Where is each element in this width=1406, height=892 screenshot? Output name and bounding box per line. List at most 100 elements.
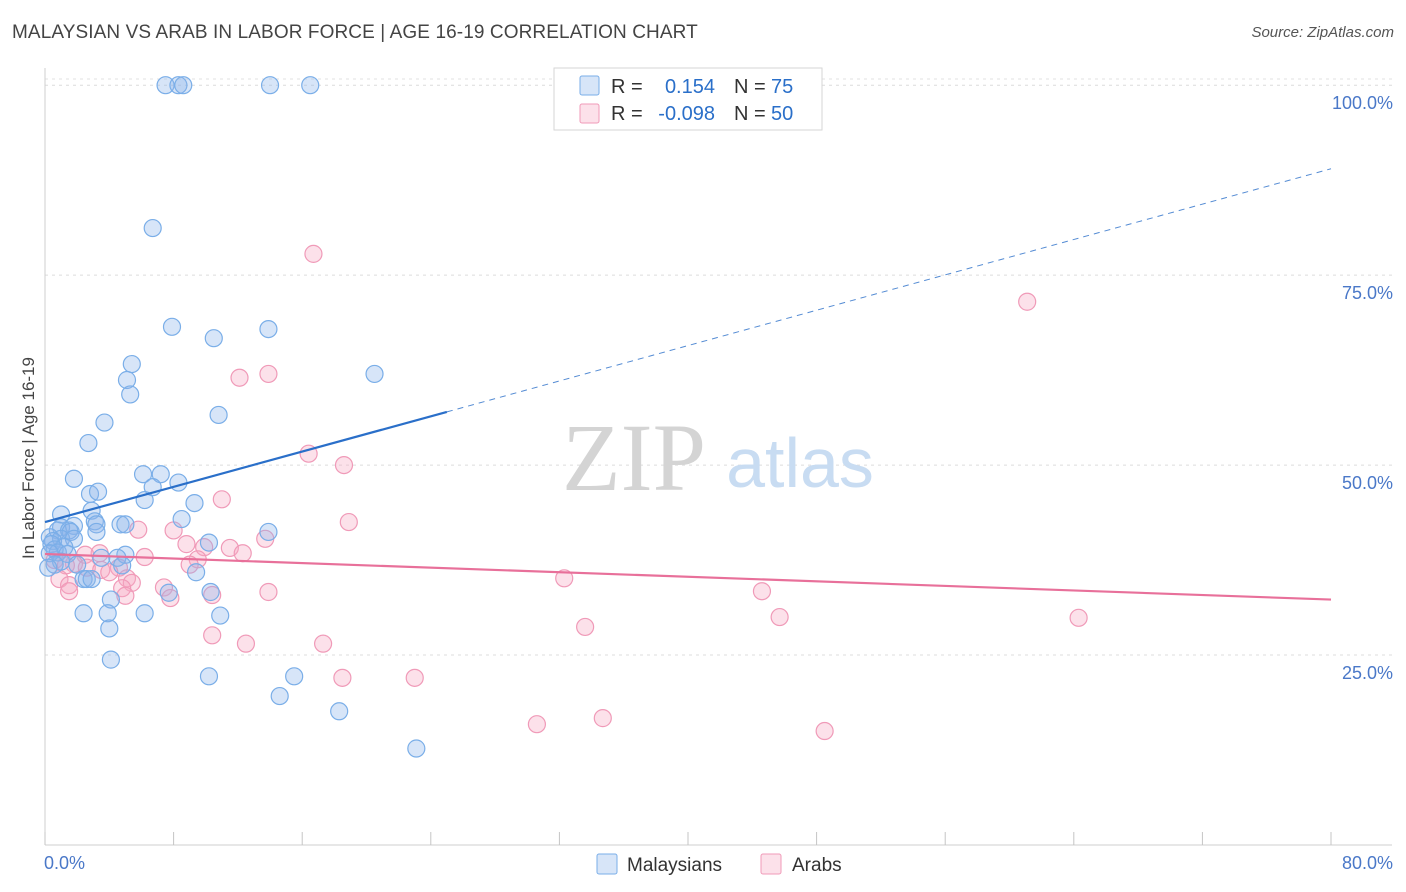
y-axis-label: In Labor Force | Age 16-19 [19, 357, 38, 559]
malaysian-point-62 [201, 582, 220, 602]
malaysian-point-60 [77, 569, 96, 589]
malaysian-point-5 [143, 218, 162, 238]
malaysian-point-65 [74, 604, 93, 623]
malaysian-point-24 [185, 493, 204, 513]
arab-point-1 [1018, 292, 1037, 311]
malaysian-point-66 [98, 604, 117, 623]
malaysian-point-3 [260, 76, 280, 95]
legend-n-value-2: 50 [771, 103, 793, 125]
watermark-atlas: atlas [726, 424, 874, 502]
malaysian-point-57 [39, 558, 58, 577]
y-tick-label-3: 100.0% [1332, 93, 1393, 113]
malaysian-point-8 [204, 329, 223, 348]
arab-point-41 [1069, 608, 1088, 627]
malaysian-point-70 [101, 650, 121, 669]
arab-point-11 [177, 535, 196, 554]
x-tick-label-0: 0.0% [44, 853, 85, 873]
series-malaysians [39, 76, 426, 758]
trend-lines [44, 168, 1332, 601]
malaysian-point-15 [79, 433, 98, 453]
series-legend: Malaysians Arabs [596, 853, 842, 876]
y-tick-label-0: 25.0% [1342, 663, 1393, 683]
legend-r-value-2: -0.098 [658, 103, 715, 125]
malaysian-point-61 [82, 569, 101, 589]
malaysian-point-30 [116, 515, 135, 534]
malaysian-point-67 [135, 604, 154, 623]
legend-n-label-1: N = [734, 76, 766, 98]
malaysian-point-4 [301, 76, 320, 95]
arab-point-2 [259, 364, 278, 384]
malaysian-point-2 [174, 76, 193, 95]
arab-point-6 [212, 490, 231, 509]
bottom-legend-arabs: Arabs [792, 855, 842, 876]
legend-r-label-1: R = [611, 76, 643, 98]
malaysian-point-43 [199, 533, 219, 552]
malaysian-point-19 [169, 473, 188, 492]
malaysian-point-71 [199, 667, 219, 686]
y-tick-label-1: 50.0% [1342, 473, 1393, 493]
legend-swatch-arabs [579, 103, 600, 124]
bottom-legend-swatch-malaysians [596, 853, 618, 875]
malaysian-point-72 [285, 667, 304, 686]
arab-point-31 [154, 578, 174, 597]
arab-point-22 [180, 555, 199, 574]
malaysian-point-7 [259, 319, 278, 339]
arab-point-46 [333, 668, 352, 687]
malaysian-point-18 [64, 469, 84, 488]
trend-malaysians-solid [44, 410, 448, 524]
arab-point-40 [770, 607, 789, 627]
trend-arabs [44, 552, 1332, 601]
watermark: ZIP atlas [562, 404, 874, 511]
malaysian-point-0 [156, 76, 175, 95]
malaysian-point-28 [172, 509, 191, 529]
legend-swatch-malaysians [579, 75, 600, 96]
malaysian-point-16 [133, 465, 153, 484]
malaysian-point-63 [159, 583, 178, 602]
legend-n-value-1: 75 [771, 76, 793, 98]
bottom-legend-swatch-arabs [760, 853, 782, 875]
chart-title: MALAYSIAN VS ARAB IN LABOR FORCE | AGE 1… [12, 22, 698, 43]
arab-point-48 [593, 709, 612, 728]
arab-point-43 [203, 626, 222, 645]
arab-point-45 [313, 634, 333, 653]
trend-malaysians-dashed [446, 168, 1332, 413]
arab-point-35 [259, 582, 278, 602]
grid [45, 78, 1392, 656]
malaysian-point-73 [270, 686, 289, 706]
axes [44, 68, 1392, 846]
tick-labels: 25.0% 50.0% 75.0% 100.0% 0.0% 80.0% [44, 93, 1393, 873]
malaysian-point-58 [187, 563, 206, 582]
arab-point-5 [334, 455, 354, 475]
malaysian-point-13 [209, 405, 228, 425]
malaysian-point-38 [259, 522, 278, 542]
malaysian-point-56 [113, 556, 132, 575]
malaysian-point-17 [151, 465, 170, 484]
malaysian-point-69 [100, 619, 119, 638]
x-tick-label-1: 80.0% [1342, 853, 1393, 873]
arab-point-14 [233, 544, 252, 563]
malaysian-point-74 [330, 702, 349, 721]
arab-point-0 [304, 244, 323, 263]
arab-point-36 [203, 585, 222, 605]
malaysian-point-12 [121, 385, 140, 404]
malaysian-point-32 [87, 515, 106, 534]
arab-point-3 [230, 368, 249, 387]
arab-point-44 [236, 634, 256, 653]
malaysian-point-64 [101, 590, 121, 609]
y-tick-label-2: 75.0% [1342, 283, 1393, 303]
arab-point-49 [527, 715, 546, 734]
arab-point-7 [339, 512, 358, 532]
arab-point-42 [576, 617, 595, 637]
source-label: Source: ZipAtlas.com [1251, 24, 1394, 41]
malaysian-point-29 [111, 515, 130, 534]
arab-point-34 [752, 582, 772, 601]
arab-point-38 [60, 582, 79, 601]
stats-legend: R = 0.154 N = 75 R = -0.098 N = 50 [553, 67, 823, 131]
malaysian-point-10 [117, 370, 137, 390]
arab-point-28 [50, 569, 69, 589]
malaysian-point-68 [211, 606, 230, 625]
legend-r-value-1: 0.154 [665, 76, 715, 98]
legend-r-label-2: R = [611, 103, 643, 125]
arab-point-39 [116, 586, 135, 605]
